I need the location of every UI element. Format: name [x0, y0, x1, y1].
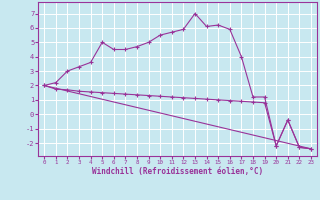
- X-axis label: Windchill (Refroidissement éolien,°C): Windchill (Refroidissement éolien,°C): [92, 167, 263, 176]
